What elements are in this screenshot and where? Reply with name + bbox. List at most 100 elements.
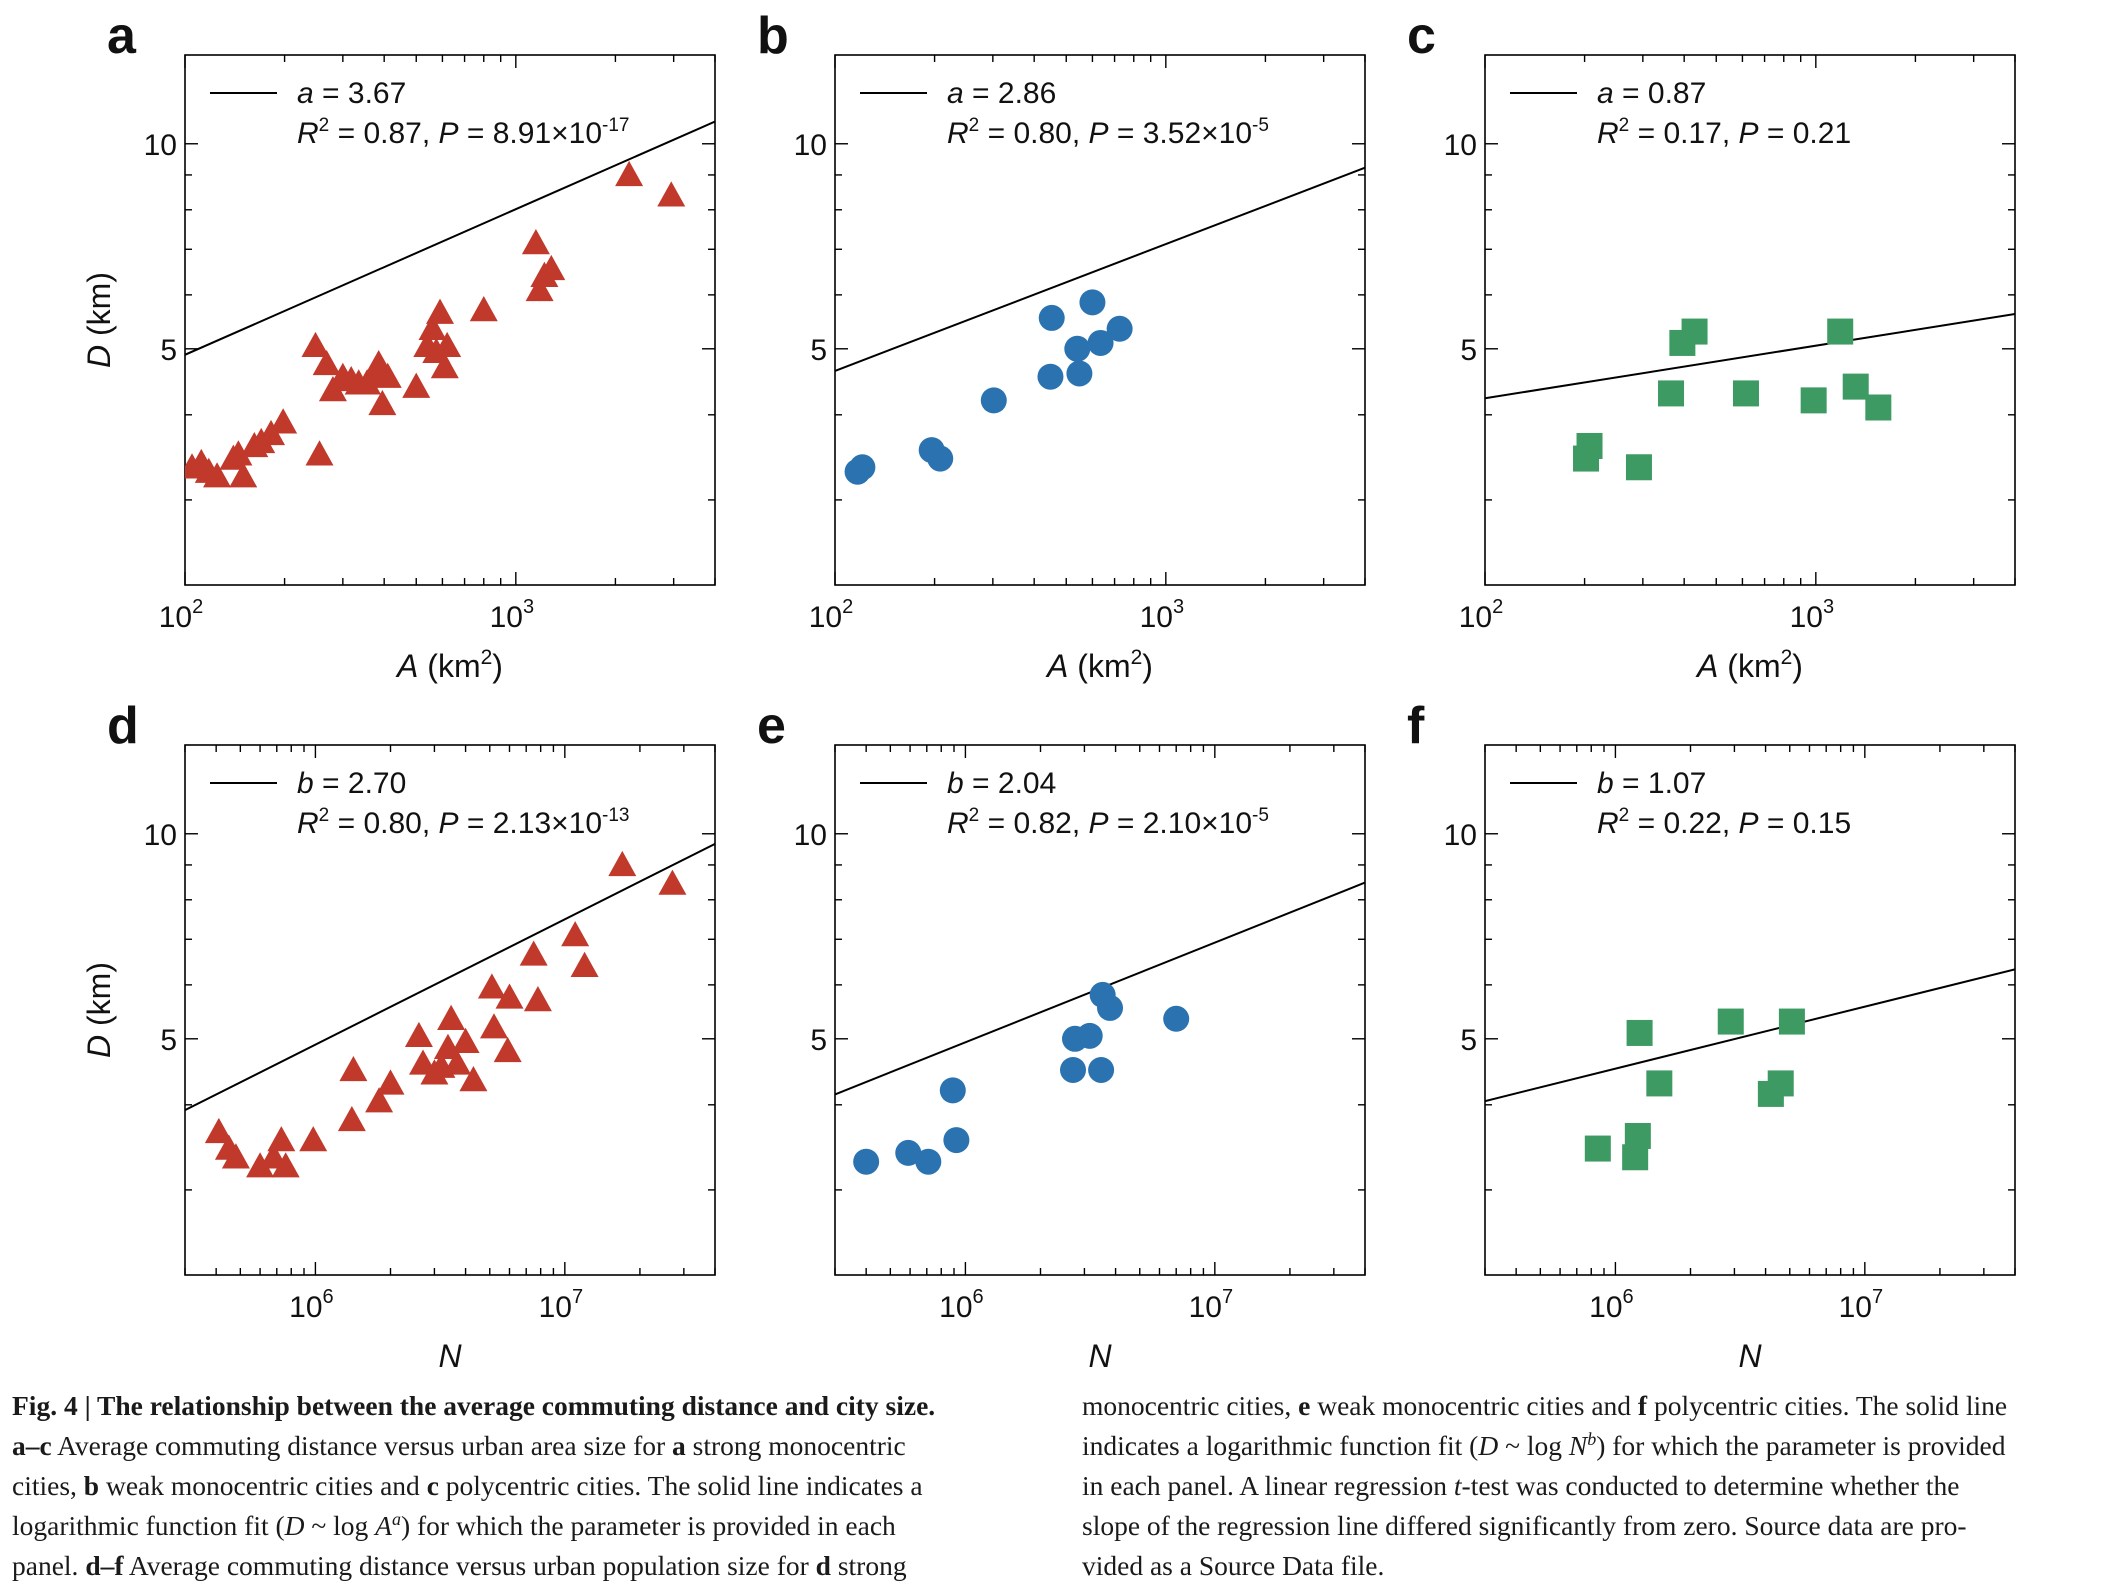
data-point-square — [1646, 1070, 1673, 1097]
data-point-triangle — [495, 983, 524, 1009]
caption-text: slope of the regression line differed si… — [1082, 1510, 1967, 1541]
caption-text: t — [1453, 1470, 1462, 1501]
caption-line: a–c Average commuting distance versus ur… — [12, 1426, 1042, 1466]
legend: a = 3.67 R2 = 0.87, P = 8.91×10-17 — [210, 77, 629, 150]
data-points — [204, 850, 687, 1178]
data-point-triangle — [204, 1117, 233, 1144]
data-point-triangle — [224, 440, 253, 466]
data-point-circle — [927, 445, 954, 472]
caption-text: strong — [830, 1550, 907, 1581]
legend: b = 1.07 R2 = 0.22, P = 0.15 — [1510, 767, 1851, 840]
caption-text: logarithmic function fit ( — [12, 1510, 285, 1541]
caption-line: cities, b weak monocentric cities and c … — [12, 1466, 1042, 1506]
data-point-triangle — [271, 1152, 300, 1178]
caption-text: ~ log — [1498, 1430, 1569, 1461]
caption-text: D — [1478, 1430, 1499, 1461]
data-point-triangle — [443, 1049, 472, 1075]
data-point-triangle — [570, 951, 599, 977]
data-point-triangle — [203, 462, 232, 488]
caption-line: slope of the regression line differed si… — [1082, 1506, 2112, 1546]
fit-line — [835, 166, 1365, 372]
data-point-triangle — [337, 1105, 366, 1132]
y-tick-label: 5 — [1460, 334, 1477, 367]
data-point-square — [1681, 318, 1708, 345]
data-point-triangle — [404, 1021, 433, 1048]
data-point-circle — [1064, 335, 1091, 362]
caption-text: a — [391, 1508, 401, 1529]
plot-frame — [184, 744, 716, 1276]
x-axis-label: N — [1088, 1338, 1112, 1370]
panel-c: c 102 103 5 10 A (km2) a = 0.87 R2 = 0.17, P = … — [1407, 7, 2016, 684]
data-point-triangle — [418, 314, 447, 340]
legend-stats: R2 = 0.82, P = 2.10×10-5 — [947, 805, 1269, 840]
x-tick-label: 103 — [1790, 596, 1835, 634]
caption-text: b — [1587, 1428, 1597, 1449]
legend-param: a = 0.87 — [1597, 77, 1706, 110]
caption-text: Average commuting distance versus urban … — [123, 1550, 816, 1581]
data-point-triangle — [305, 440, 334, 466]
data-point-triangle — [246, 1152, 275, 1178]
data-point-triangle — [561, 921, 590, 947]
figure-caption: Fig. 4 | The relationship between the av… — [12, 1386, 2112, 1586]
data-point-triangle — [608, 850, 637, 877]
panel-d: d 106 107 5 10 N D (km) b = 2.70 R2 = 0.80, P = … — [81, 697, 716, 1370]
data-point-triangle — [430, 353, 459, 379]
data-point-triangle — [269, 408, 298, 434]
data-point-triangle — [229, 462, 258, 488]
legend-stats: R2 = 0.87, P = 8.91×10-17 — [297, 115, 629, 150]
caption-text: strong monocentric — [685, 1430, 906, 1461]
y-axis-label: D (km) — [81, 272, 117, 368]
data-point-square — [1865, 394, 1892, 421]
data-point-triangle — [521, 229, 550, 255]
data-point-triangle — [433, 331, 462, 358]
data-point-triangle — [318, 375, 347, 402]
plot-frame — [834, 744, 1366, 1276]
caption-text: ) for which the parameter is provided — [1596, 1430, 2006, 1461]
x-tick-label: 107 — [539, 1286, 584, 1324]
data-points — [844, 289, 1133, 485]
fit-line — [1485, 313, 2015, 400]
plot-frame — [834, 54, 1366, 586]
data-point-circle — [1037, 363, 1064, 390]
data-point-triangle — [658, 869, 687, 895]
data-point-triangle — [525, 275, 554, 302]
caption-text: D — [284, 1510, 305, 1541]
data-point-triangle — [402, 372, 431, 398]
legend: a = 0.87 R2 = 0.17, P = 0.21 — [1510, 77, 1851, 150]
legend-param: b = 1.07 — [1597, 767, 1706, 800]
x-tick-label: 106 — [1589, 1286, 1634, 1324]
data-point-square — [1732, 380, 1759, 407]
data-point-circle — [943, 1127, 970, 1154]
data-point-square — [1584, 1135, 1611, 1162]
data-point-triangle — [301, 331, 330, 358]
data-point-circle — [939, 1077, 966, 1104]
legend: b = 2.04 R2 = 0.82, P = 2.10×10-5 — [860, 767, 1269, 840]
data-point-circle — [1076, 1022, 1103, 1049]
data-point-square — [1800, 387, 1827, 414]
caption-left-column: Fig. 4 | The relationship between the av… — [12, 1386, 1042, 1586]
data-points — [1584, 1008, 1805, 1171]
data-point-triangle — [437, 1004, 466, 1030]
data-point-triangle — [493, 1036, 522, 1063]
y-tick-label: 10 — [144, 129, 177, 162]
data-point-triangle — [469, 296, 498, 322]
caption-line: in each panel. A linear regression t-tes… — [1082, 1466, 2112, 1506]
y-tick-label: 10 — [794, 819, 827, 852]
caption-text: Average commuting distance versus urban … — [51, 1430, 673, 1461]
caption-text: b — [83, 1470, 100, 1501]
y-tick-label: 10 — [1444, 129, 1477, 162]
data-point-triangle — [615, 160, 644, 187]
data-point-triangle — [657, 181, 686, 207]
caption-line: indicates a logarithmic function fit (D … — [1082, 1426, 2112, 1466]
legend: a = 2.86 R2 = 0.80, P = 3.52×10-5 — [860, 77, 1269, 150]
data-point-circle — [1038, 304, 1065, 331]
data-point-square — [1767, 1070, 1794, 1097]
data-points — [185, 160, 686, 488]
y-tick-label: 10 — [794, 129, 827, 162]
x-axis-label: A (km2) — [1045, 646, 1153, 684]
data-point-circle — [980, 387, 1007, 414]
data-point-square — [1842, 373, 1869, 400]
x-axis-label: A (km2) — [395, 646, 503, 684]
caption-text: polycentric cities. The solid line — [1647, 1390, 2008, 1421]
data-point-square — [1624, 1122, 1651, 1149]
